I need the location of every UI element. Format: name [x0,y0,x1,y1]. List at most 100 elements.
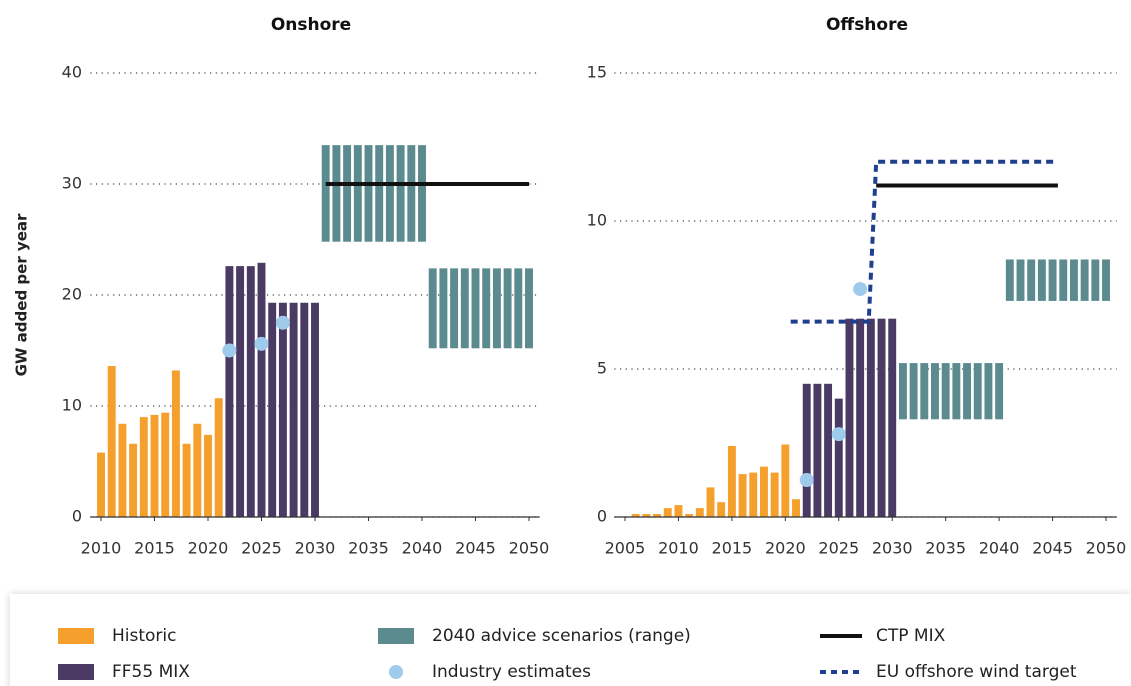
legend-label: Industry estimates [432,662,591,682]
y-tick-label: 0 [597,507,607,526]
bar [824,383,833,517]
bar [236,266,245,517]
bar [674,505,683,517]
bar [727,445,736,517]
bar [193,423,202,517]
range-bar [364,145,373,242]
bar [214,398,223,517]
x-tick-label: 2015 [134,539,175,558]
bar [107,366,116,517]
x-tick-label: 2015 [712,539,753,558]
legend-swatch [58,628,94,644]
bar [171,370,180,517]
x-tick-label: 2045 [455,539,496,558]
range-bar [385,145,394,242]
range-bar [418,145,426,242]
range-bar [396,145,405,242]
x-tick-label: 2030 [872,539,913,558]
range-bar [1059,259,1068,301]
point [222,343,237,358]
bar [268,302,277,517]
range-bar [407,145,416,242]
legend-label: FF55 MIX [112,662,190,682]
range-bar [492,268,501,349]
bar [749,472,758,517]
bar [161,412,170,517]
x-tick-label: 2050 [509,539,550,558]
y-tick-label: 15 [587,63,607,82]
range-bar [439,268,448,349]
bar [97,452,105,517]
range-bar [343,145,352,242]
bar [695,508,704,517]
range-bar [973,363,982,420]
range-bar [909,363,918,420]
range-bar [920,363,929,420]
x-tick-label: 2040 [979,539,1020,558]
point [799,473,814,487]
point [275,315,290,330]
bar [802,383,811,517]
bar [129,443,138,517]
bar [278,302,287,517]
range-bar [428,268,437,349]
bar [631,514,640,517]
x-tick-label: 2005 [605,539,646,558]
bar [866,318,875,517]
range-bar [952,363,961,420]
range-bar [1102,259,1110,301]
range-bar [1016,259,1025,301]
y-tick-label: 40 [62,63,82,82]
range-bar [503,268,512,349]
legend-swatch [389,665,403,679]
bar [204,434,212,517]
legend-label: 2040 advice scenarios (range) [432,626,691,646]
bar [642,514,651,517]
legend-box [10,594,1131,686]
x-tick-label: 2035 [925,539,966,558]
x-tick-label: 2020 [188,539,229,558]
x-tick-label: 2020 [765,539,806,558]
plots: 0 10 2030 40 2010 2015 2020 2025 2030 2035 2040 204… [62,63,1127,558]
y-tick-label: 10 [62,396,82,415]
bar [182,443,191,517]
y-axis-label: GW added per year [13,213,31,376]
range-bar [450,268,459,349]
range-bar [941,363,950,420]
bar [813,383,822,517]
range-bar [321,145,330,242]
point [831,427,846,442]
point [254,336,269,351]
bar [663,508,672,517]
y-tick-label: 5 [597,359,607,378]
bar [225,266,234,517]
x-tick-label: 2030 [295,539,336,558]
x-tick-label: 2010 [658,539,699,558]
range-bar [984,363,993,420]
bar [877,318,886,517]
y-tick-label: 30 [62,174,82,193]
range-bar [995,363,1004,420]
range-bar [1005,259,1014,301]
bar [300,302,309,517]
range-bar [1069,259,1078,301]
bar [759,466,768,517]
range-bar [1080,259,1089,301]
x-tick-label: 2010 [81,539,122,558]
bar [770,472,779,517]
bar [311,302,319,517]
chart-title: Onshore [271,15,351,35]
range-bar [1037,259,1046,301]
range-bar [514,268,523,349]
x-tick-label: 2025 [818,539,859,558]
range-bar [460,268,469,349]
range-bar [482,268,491,349]
bar [706,487,715,517]
line [790,159,1058,324]
legend-swatch [58,664,94,680]
bar [781,444,790,517]
bar [834,398,843,517]
bar [289,302,298,517]
range-bar [931,363,939,420]
